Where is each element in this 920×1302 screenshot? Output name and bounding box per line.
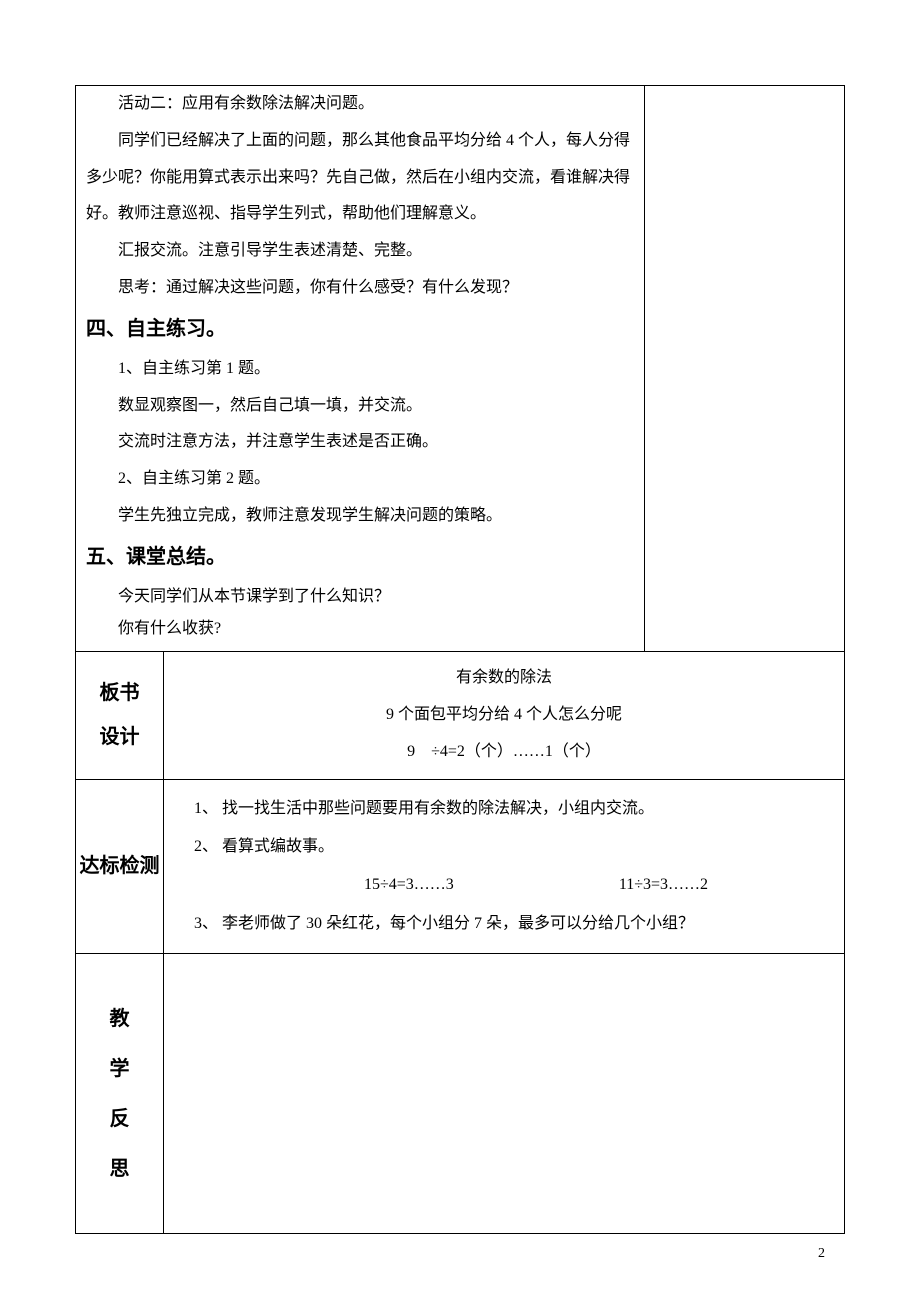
board-label-cell: 板书 设计 [76,652,164,779]
reflect-row: 教 学 反 思 [76,954,845,1234]
activity-2-title: 活动二：应用有余数除法解决问题。 [86,86,634,123]
summary-q1: 今天同学们从本节课学到了什么知识？ [86,579,634,616]
content-row: 活动二：应用有余数除法解决问题。 同学们已经解决了上面的问题，那么其他食品平均分… [76,86,845,652]
reflect-label-cell: 教 学 反 思 [76,954,164,1234]
board-label-1: 板书 [76,675,163,711]
practice-1-num: 1、自主练习第 1 题。 [86,351,634,388]
reflect-label: 教 学 反 思 [76,964,163,1224]
section-5-heading: 五、课堂总结。 [86,535,634,579]
board-line-2: 9 个面包平均分给 4 个人怎么分呢 [174,697,834,734]
test-row: 达标检测 1、 找一找生活中那些问题要用有余数的除法解决，小组内交流。 2、 看… [76,779,845,954]
content-cell: 活动二：应用有余数除法解决问题。 同学们已经解决了上面的问题，那么其他食品平均分… [76,86,645,652]
reflect-l2: 学 [76,1044,163,1094]
practice-2-body: 学生先独立完成，教师注意发现学生解决问题的策略。 [86,498,634,535]
test-item-1: 1、 找一找生活中那些问题要用有余数的除法解决，小组内交流。 [194,790,824,828]
test-label-cell: 达标检测 [76,779,164,954]
report-line: 汇报交流。注意引导学生表述清楚、完整。 [86,233,634,270]
reflect-l1: 教 [76,994,163,1044]
test-content-cell: 1、 找一找生活中那些问题要用有余数的除法解决，小组内交流。 2、 看算式编故事… [164,779,845,954]
content-right-empty [645,86,845,652]
think-line: 思考：通过解决这些问题，你有什么感受？有什么发现？ [86,270,634,307]
test-formula-2: 11÷3=3……2 [619,866,708,904]
reflect-l3: 反 [76,1094,163,1144]
reflect-content-cell [164,954,845,1234]
board-line-3: 9 ÷4=2（个）……1（个） [174,734,834,771]
board-line-1: 有余数的除法 [174,660,834,697]
test-item-3: 3、 李老师做了 30 朵红花，每个小组分 7 朵，最多可以分给几个小组？ [194,905,824,943]
activity-2-body: 同学们已经解决了上面的问题，那么其他食品平均分给 4 个人，每人分得多少呢？你能… [86,123,634,233]
test-label: 达标检测 [76,852,163,880]
reflect-l4: 思 [76,1144,163,1194]
lesson-plan-table: 活动二：应用有余数除法解决问题。 同学们已经解决了上面的问题，那么其他食品平均分… [75,85,845,1234]
section-4-heading: 四、自主练习。 [86,307,634,351]
page: 活动二：应用有余数除法解决问题。 同学们已经解决了上面的问题，那么其他食品平均分… [0,0,920,1302]
board-content-cell: 有余数的除法 9 个面包平均分给 4 个人怎么分呢 9 ÷4=2（个）……1（个… [164,652,845,779]
test-formula-row: 15÷4=3……3 11÷3=3……2 [194,866,824,904]
practice-2-num: 2、自主练习第 2 题。 [86,461,634,498]
board-row: 板书 设计 有余数的除法 9 个面包平均分给 4 个人怎么分呢 9 ÷4=2（个… [76,652,845,779]
test-formula-1: 15÷4=3……3 [364,866,454,904]
practice-1-body1: 数显观察图一，然后自己填一填，并交流。 [86,388,634,425]
summary-q2: 你有什么收获? [86,616,634,642]
test-item-2: 2、 看算式编故事。 [194,828,824,866]
board-label-2: 设计 [76,719,163,755]
page-number: 2 [818,1246,825,1262]
practice-1-body2: 交流时注意方法，并注意学生表述是否正确。 [86,424,634,461]
